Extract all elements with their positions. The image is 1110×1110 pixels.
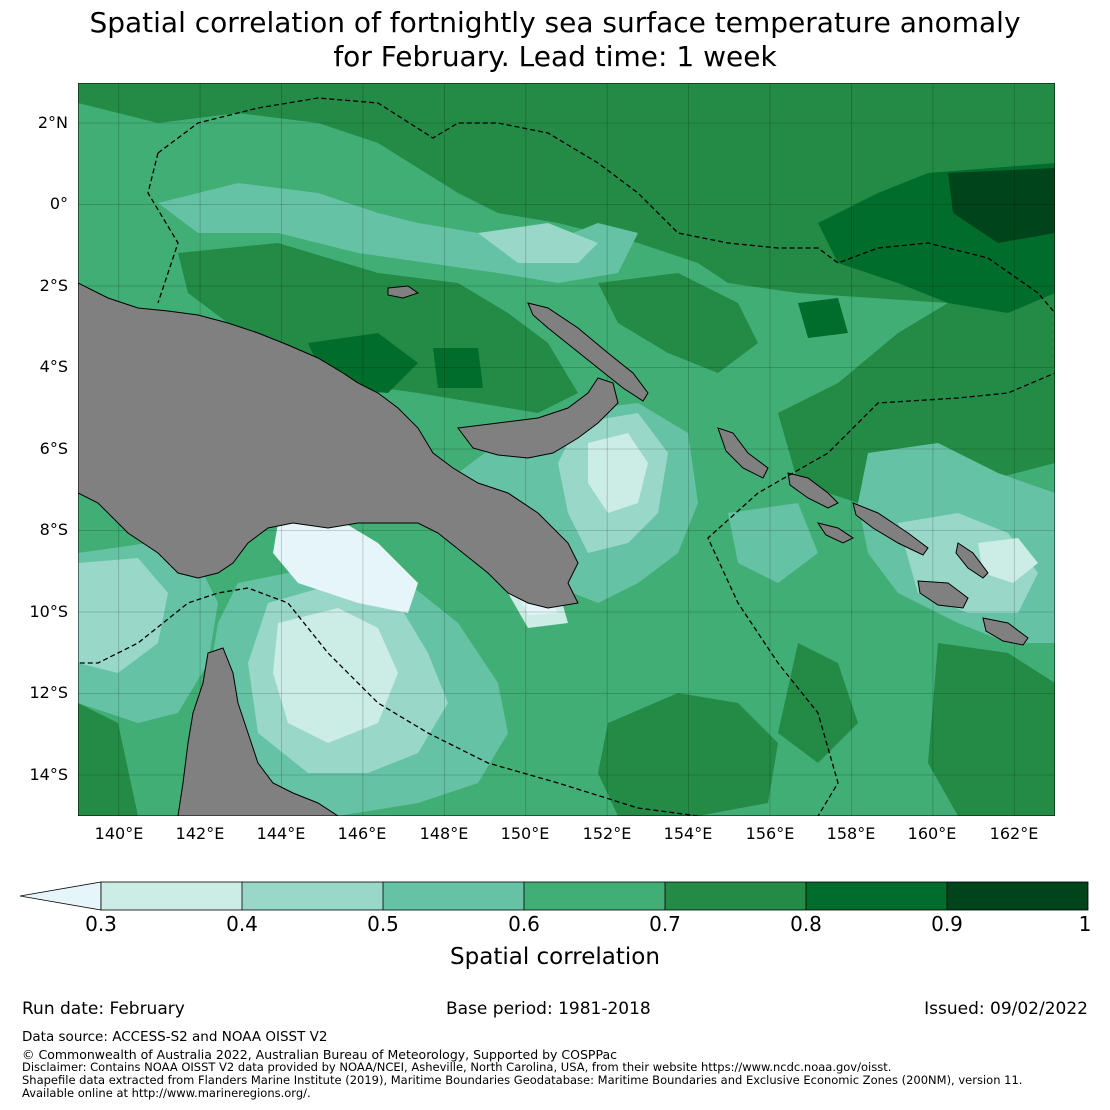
lat-label-4s: 4°S (39, 357, 68, 376)
lon-label-158e: 158°E (826, 824, 876, 843)
lat-label-8s: 8°S (39, 520, 68, 539)
colorbar-level-0.6-0.7 (524, 882, 665, 910)
eez-boundary-line (78, 97, 1055, 816)
colorbar-tick-0.9: 0.9 (931, 912, 963, 936)
colorbar (20, 881, 1089, 911)
colorbar-tick-0.7: 0.7 (649, 912, 681, 936)
colorbar-level-0.5-0.6 (383, 882, 524, 910)
colorbar-tick-0.3: 0.3 (85, 912, 117, 936)
lon-label-146e: 146°E (337, 824, 387, 843)
run-date: Run date: February (22, 999, 185, 1019)
colorbar-level-0.7-0.8 (665, 882, 806, 910)
manus-land (387, 285, 420, 299)
colorbar-level-0.3-0.4 (101, 882, 242, 910)
copyright: © Commonwealth of Australia 2022, Austra… (22, 1047, 617, 1062)
lon-label-144e: 144°E (256, 824, 306, 843)
colorbar-level-0.8-0.9 (806, 882, 947, 910)
disclaimer-line2: Shapefile data extracted from Flanders M… (22, 1073, 1023, 1087)
base-period: Base period: 1981-2018 (446, 999, 651, 1019)
lat-label-2s: 2°S (39, 276, 68, 295)
land-masses (78, 282, 1029, 816)
lon-label-156e: 156°E (745, 824, 795, 843)
lon-label-162e: 162°E (989, 824, 1039, 843)
colorbar-extend-arrow (20, 881, 102, 911)
colorbar-tick-0.8: 0.8 (790, 912, 822, 936)
lon-label-140e: 140°E (94, 824, 144, 843)
lat-label-6s: 6°S (39, 439, 68, 458)
lat-label-10s: 10°S (29, 602, 68, 621)
lon-label-154e: 154°E (663, 824, 713, 843)
disclaimer-line3: Available online at http://www.marinereg… (22, 1086, 311, 1100)
map-title-line1: Spatial correlation of fortnightly sea s… (89, 6, 1021, 39)
lon-label-152e: 152°E (582, 824, 632, 843)
data-source: Data source: ACCESS-S2 and NOAA OISST V2 (22, 1029, 328, 1045)
sst-correlation-map (78, 83, 1055, 816)
new-guinea-land (78, 282, 579, 609)
santa-isabel-land (852, 502, 929, 556)
issued-date: Issued: 09/02/2022 (924, 999, 1088, 1019)
colorbar-level-0.9-1 (947, 882, 1088, 910)
disclaimer-line1: Disclaimer: Contains NOAA OISST V2 data … (22, 1060, 892, 1074)
colorbar-tick-0.5: 0.5 (367, 912, 399, 936)
choiseul-land (787, 472, 839, 509)
colorbar-level-0.4-0.5 (242, 882, 383, 910)
lat-label-14s: 14°S (29, 765, 68, 784)
guadalcanal-land (917, 580, 969, 609)
colorbar-tick-0.4: 0.4 (226, 912, 258, 936)
lon-label-150e: 150°E (500, 824, 550, 843)
lat-label-2n: 2°N (37, 113, 68, 132)
cape-york-land (177, 647, 339, 816)
lon-label-142e: 142°E (175, 824, 225, 843)
lon-label-148e: 148°E (419, 824, 469, 843)
lat-label-0: 0° (49, 194, 68, 213)
new-ireland-land (527, 302, 649, 402)
lon-label-160e: 160°E (907, 824, 957, 843)
map-title-line2: for February. Lead time: 1 week (333, 40, 777, 73)
malaita-land (955, 542, 989, 579)
colorbar-tick-1: 1 (1078, 912, 1092, 936)
colorbar-tick-0.6: 0.6 (508, 912, 540, 936)
corr-0.9-1-regions (948, 168, 1055, 243)
makira-land (982, 617, 1029, 646)
new-britain-land (457, 377, 619, 459)
colorbar-title: Spatial correlation (450, 944, 660, 970)
lat-label-12s: 12°S (29, 683, 68, 702)
bougainville-land (717, 427, 769, 479)
new-georgia-land (816, 522, 854, 544)
